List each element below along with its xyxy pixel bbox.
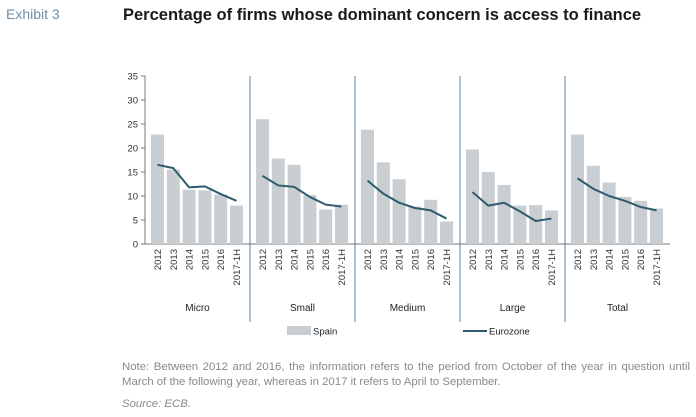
x-tick-label: 2017-1H (652, 249, 663, 286)
x-tick-label: 2012 (363, 249, 374, 270)
group-label: Large (500, 303, 526, 314)
chart-note: Note: Between 2012 and 2016, the informa… (122, 361, 690, 388)
bar (602, 182, 616, 244)
y-tick-label: 5 (133, 216, 138, 227)
x-tick-label: 2012 (573, 249, 584, 270)
x-tick-label: 2017-1H (232, 249, 243, 286)
x-tick-label: 2016 (426, 249, 437, 270)
x-tick-label: 2015 (200, 249, 211, 270)
bar (392, 179, 406, 244)
bar (376, 162, 390, 244)
chart-source: Source: ECB. (122, 398, 192, 410)
y-tick-label: 10 (127, 192, 138, 203)
x-tick-label: 2015 (410, 249, 421, 270)
bar (182, 189, 196, 244)
x-tick-label: 2014 (500, 249, 511, 270)
bar (408, 206, 422, 244)
x-tick-label: 2012 (258, 249, 269, 270)
exhibit-label: Exhibit 3 (6, 6, 60, 22)
chart-title: Percentage of firms whose dominant conce… (123, 6, 642, 24)
bar (335, 204, 348, 244)
x-tick-label: 2017-1H (337, 249, 348, 286)
bar (166, 169, 180, 244)
bar (287, 164, 301, 244)
bar (440, 221, 453, 244)
x-tick-label: 2014 (605, 249, 616, 270)
bar (571, 134, 584, 244)
legend-label: Eurozone (489, 327, 530, 338)
bar (586, 165, 600, 244)
x-tick-label: 2012 (153, 249, 164, 270)
bar (545, 210, 558, 244)
bar (634, 200, 648, 244)
series-line (471, 191, 552, 222)
chart-area: 0 5 10 15 20 25 30 35 2012 2013 2014 2015 2016 2017-1… (127, 72, 670, 338)
x-tick-label: 2013 (169, 249, 180, 270)
x-tick-label: 2014 (395, 249, 406, 270)
x-tick-label: 2013 (274, 249, 285, 270)
x-tick-label: 2016 (216, 249, 227, 270)
x-tick-label: 2014 (185, 249, 196, 270)
series-line (576, 177, 657, 212)
bar (424, 199, 438, 244)
bar (529, 205, 543, 244)
bar (618, 196, 632, 244)
x-tick-label: 2012 (468, 249, 479, 270)
x-tick-label: 2017-1H (442, 249, 453, 286)
x-tick-label: 2016 (321, 249, 332, 270)
bar (198, 190, 212, 244)
series-line (366, 179, 447, 220)
group-label: Medium (390, 303, 426, 314)
bar (319, 209, 333, 244)
legend-swatch-bar (287, 326, 311, 335)
y-tick-label: 15 (127, 168, 138, 179)
y-tick-label: 30 (127, 96, 138, 107)
x-tick-label: 2013 (379, 249, 390, 270)
series-line (261, 174, 342, 208)
bar (303, 195, 317, 244)
bar (466, 149, 479, 244)
x-tick-label: 2013 (484, 249, 495, 270)
group-label: Micro (185, 303, 210, 314)
x-tick-label: 2017-1H (547, 249, 558, 286)
x-tick-label: 2015 (305, 249, 316, 270)
group-label: Total (607, 303, 628, 314)
bar (513, 205, 527, 244)
x-tick-label: 2016 (531, 249, 542, 270)
bar (230, 205, 243, 244)
bar (481, 172, 495, 244)
bar (497, 184, 511, 244)
bar (151, 134, 164, 244)
bar (214, 194, 228, 244)
group-label: Small (290, 303, 315, 314)
bar (256, 119, 269, 244)
x-tick-label: 2013 (589, 249, 600, 270)
bar (361, 129, 374, 244)
y-tick-label: 25 (127, 120, 138, 131)
x-tick-label: 2015 (515, 249, 526, 270)
legend-label: Spain (313, 327, 337, 338)
y-tick-label: 0 (133, 240, 138, 251)
x-tick-label: 2016 (636, 249, 647, 270)
bar (650, 208, 663, 244)
series-line (157, 163, 237, 202)
y-tick-label: 20 (127, 144, 138, 155)
y-tick-label: 35 (127, 72, 138, 83)
bar (271, 158, 285, 244)
x-tick-label: 2015 (620, 249, 631, 270)
x-tick-label: 2014 (290, 249, 301, 270)
